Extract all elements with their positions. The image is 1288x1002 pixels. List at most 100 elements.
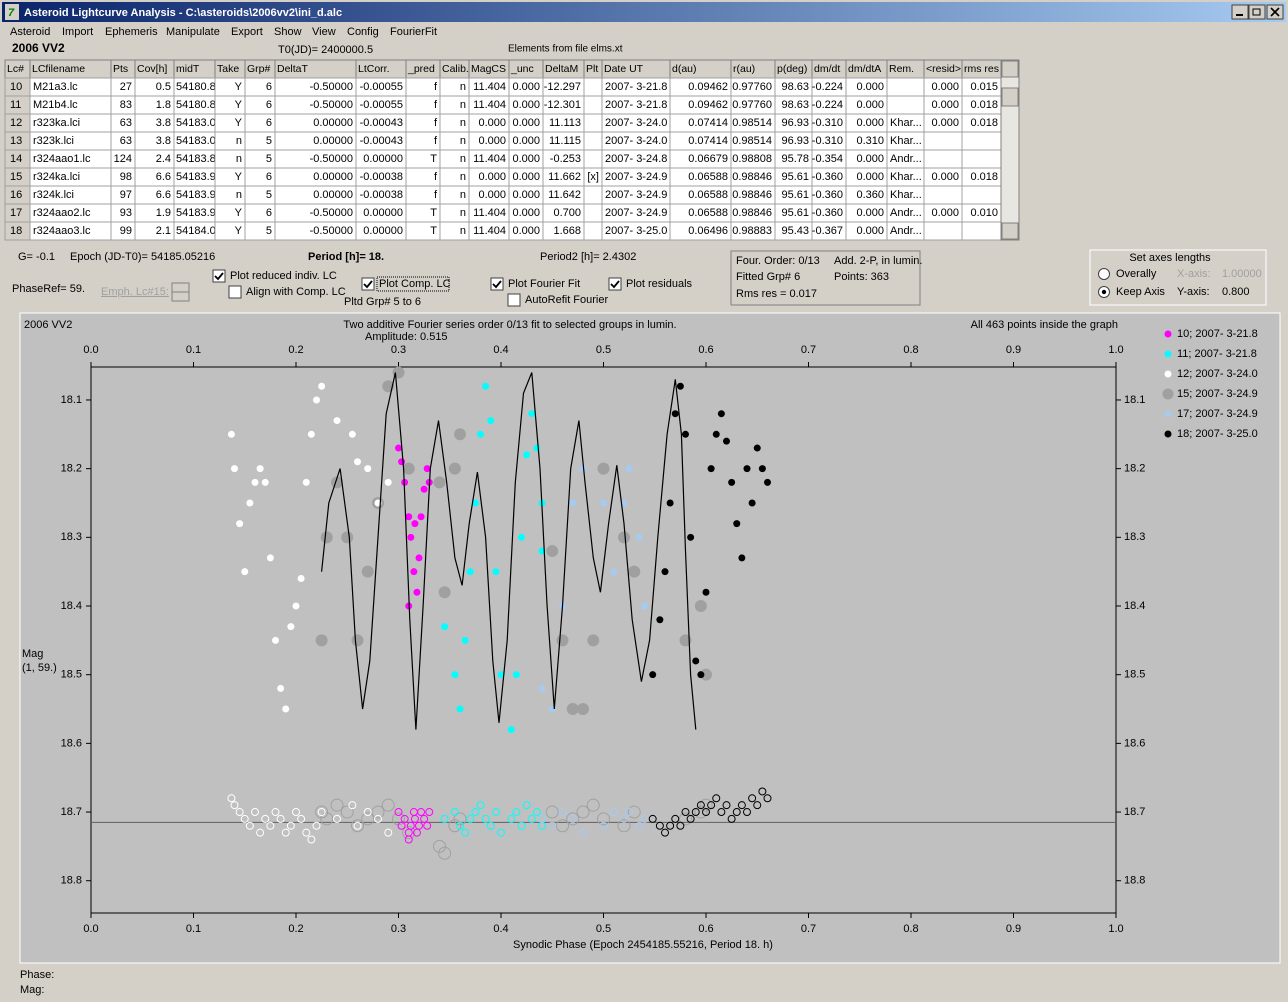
emph-spinner[interactable]: [171, 282, 190, 302]
x-tick-label-top: 1.0: [1108, 344, 1123, 356]
checkbox-label[interactable]: Plot reduced indiv. LC: [230, 270, 337, 282]
table-cell[interactable]: [886, 77, 925, 97]
data-point: [302, 478, 310, 486]
data-point: [246, 499, 254, 507]
menu-item[interactable]: Asteroid: [10, 26, 50, 38]
column-header: LCfilename: [32, 63, 85, 75]
scroll-thumb[interactable]: [1001, 87, 1019, 107]
checkbox[interactable]: [212, 269, 226, 283]
cell-text: 6: [266, 81, 272, 93]
menu-item[interactable]: Export: [231, 26, 263, 38]
checkbox[interactable]: [228, 285, 242, 299]
data-point: [315, 634, 328, 647]
checkbox[interactable]: [507, 293, 521, 307]
table-cell[interactable]: [961, 149, 1002, 169]
radio-label[interactable]: Overally: [1116, 268, 1157, 280]
menu-item[interactable]: Manipulate: [166, 26, 220, 38]
residual-point: [666, 821, 675, 830]
data-point: [723, 437, 730, 445]
cell-text: 0.98808: [732, 153, 772, 165]
table-cell[interactable]: [583, 113, 603, 133]
cell-text: n: [460, 189, 466, 201]
table-cell[interactable]: [961, 131, 1002, 151]
menu-item[interactable]: FourierFit: [390, 26, 437, 38]
data-point: [733, 520, 741, 528]
scroll-up[interactable]: [1001, 60, 1019, 78]
table-cell[interactable]: [583, 185, 603, 205]
residual-point: [340, 805, 354, 819]
menu-item[interactable]: Config: [347, 26, 379, 38]
cell-text: 0.360: [856, 189, 884, 201]
table-cell[interactable]: [961, 185, 1002, 205]
radio-label[interactable]: Keep Axis: [1116, 286, 1165, 298]
data-point: [641, 602, 648, 610]
checkbox-label[interactable]: AutoRefit Fourier: [525, 294, 608, 306]
table-cell[interactable]: [923, 185, 963, 205]
table-cell[interactable]: [583, 95, 603, 115]
residual-point: [566, 812, 580, 826]
cell-text: r324aao1.lc: [33, 153, 91, 165]
residual-point: [732, 808, 741, 817]
menu-item[interactable]: Ephemeris: [105, 26, 158, 38]
cell-text: 2007- 3-24.0: [605, 135, 667, 147]
cell-text: Y: [235, 117, 243, 129]
data-point: [236, 520, 244, 528]
restore-button[interactable]: [1248, 4, 1266, 20]
cell-text: M21b4.lc: [33, 99, 78, 111]
residual-point: [417, 808, 426, 817]
scroll-down[interactable]: [1001, 222, 1019, 240]
window-buttons[interactable]: [1231, 4, 1284, 20]
table-cell[interactable]: [923, 131, 963, 151]
focus-rect: [376, 276, 450, 292]
checkbox-label[interactable]: Plot Fourier Fit: [508, 278, 580, 290]
cell-text: 0.010: [970, 207, 998, 219]
residual-point: [438, 846, 452, 860]
cell-text: 6: [266, 171, 272, 183]
residual-point: [351, 819, 364, 833]
x-axis-value: 1.00000: [1222, 268, 1262, 280]
menu-item[interactable]: View: [312, 26, 336, 38]
cell-text: 2007- 3-24.0: [605, 117, 667, 129]
menu-item[interactable]: Show: [274, 26, 302, 38]
cell-text: 0.98514: [732, 135, 772, 147]
table-cell[interactable]: [923, 149, 963, 169]
cell-text: 54183.9: [176, 207, 216, 219]
checkbox[interactable]: [490, 277, 504, 291]
data-point: [433, 476, 446, 489]
spin-down[interactable]: [171, 291, 190, 302]
column-header: dm/dtA: [848, 63, 881, 75]
table-cell[interactable]: [583, 149, 603, 169]
checkbox[interactable]: [361, 277, 375, 291]
residual-point: [655, 821, 664, 830]
cell-text: T: [430, 207, 437, 219]
cell-text: 54183.8: [176, 153, 216, 165]
table-cell[interactable]: [583, 221, 603, 241]
table-cell[interactable]: [923, 221, 963, 241]
menu-item[interactable]: Import: [62, 26, 93, 38]
data-point: [354, 458, 361, 466]
checkbox[interactable]: [608, 277, 622, 291]
cell-text: 98.63: [781, 99, 809, 111]
cell-text: 0.000: [512, 117, 540, 129]
cell-text: -0.50000: [310, 225, 353, 237]
table-cell[interactable]: [961, 221, 1002, 241]
x-tick-label: 0.6: [698, 923, 713, 935]
data-point: [707, 465, 715, 473]
checkbox-label[interactable]: Plot residuals: [626, 278, 693, 290]
minimize-button[interactable]: [1231, 4, 1249, 20]
cell-text: 0.000: [512, 207, 540, 219]
y-axis-value[interactable]: 0.800: [1222, 286, 1250, 298]
residual-point: [227, 794, 236, 803]
data-point: [694, 600, 707, 613]
spin-up[interactable]: [171, 282, 190, 293]
checkbox-label[interactable]: Plot Comp. LC: [379, 278, 451, 290]
checkbox-label[interactable]: Align with Comp. LC: [246, 286, 346, 298]
table-cell[interactable]: [886, 95, 925, 115]
table-scrollbar[interactable]: [1000, 59, 1020, 241]
table-cell[interactable]: [583, 131, 603, 151]
radio-button[interactable]: [1098, 268, 1110, 280]
table-cell[interactable]: [583, 77, 603, 97]
cell-text: -0.360: [812, 207, 843, 219]
table-cell[interactable]: [583, 203, 603, 223]
residual-point: [640, 814, 649, 823]
